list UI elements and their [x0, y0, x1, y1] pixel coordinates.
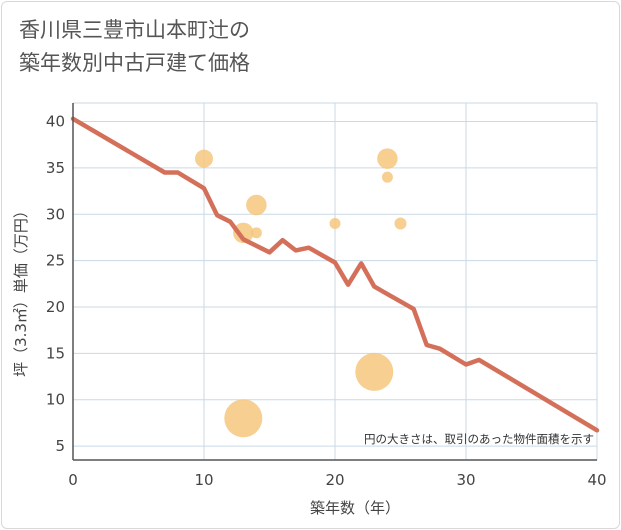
data-bubble	[195, 149, 213, 168]
data-bubble	[394, 217, 407, 230]
x-tick-label: 0	[68, 471, 78, 489]
y-tick-label: 15	[46, 344, 65, 362]
grid-layer	[73, 102, 598, 460]
y-tick-label: 20	[46, 298, 65, 316]
x-tick-label: 40	[587, 471, 606, 489]
x-tick-label: 30	[456, 471, 475, 489]
trend-line	[70, 116, 600, 433]
x-tick-label: 20	[325, 471, 344, 489]
data-bubble	[377, 148, 398, 169]
data-bubble	[381, 171, 393, 183]
bubble-layer	[195, 148, 407, 438]
x-axis-label: 築年数（年）	[310, 499, 400, 517]
data-bubble	[355, 352, 394, 391]
data-bubble	[329, 218, 341, 230]
y-tick-label: 35	[46, 159, 65, 177]
trend-line-layer	[70, 116, 600, 433]
chart-title: 香川県三豊市山本町辻の 築年数別中古戸建て価格	[19, 14, 250, 80]
y-tick-label: 10	[46, 391, 65, 409]
data-bubble	[246, 194, 267, 216]
axis-layer	[72, 103, 597, 461]
data-bubble	[224, 399, 263, 438]
y-axis-label: 坪（3.3㎡）単価（万円）	[12, 203, 30, 377]
y-tick-label: 30	[46, 205, 65, 223]
y-tick-label: 5	[55, 437, 65, 455]
bubble-size-note: 円の大きさは、取引のあった物件面積を示す	[364, 432, 594, 446]
y-tick-label: 40	[46, 113, 65, 131]
data-bubble	[233, 222, 254, 244]
x-tick-label: 10	[194, 471, 213, 489]
y-tick-label: 25	[46, 252, 65, 270]
chart-title-line2: 築年数別中古戸建て価格	[19, 51, 250, 75]
chart-title-line1: 香川県三豊市山本町辻の	[19, 18, 250, 42]
data-bubble	[250, 227, 262, 239]
tick-label-layer: 0 10 20 30 40 5 10 15 20 25 30 35 40	[46, 113, 607, 489]
